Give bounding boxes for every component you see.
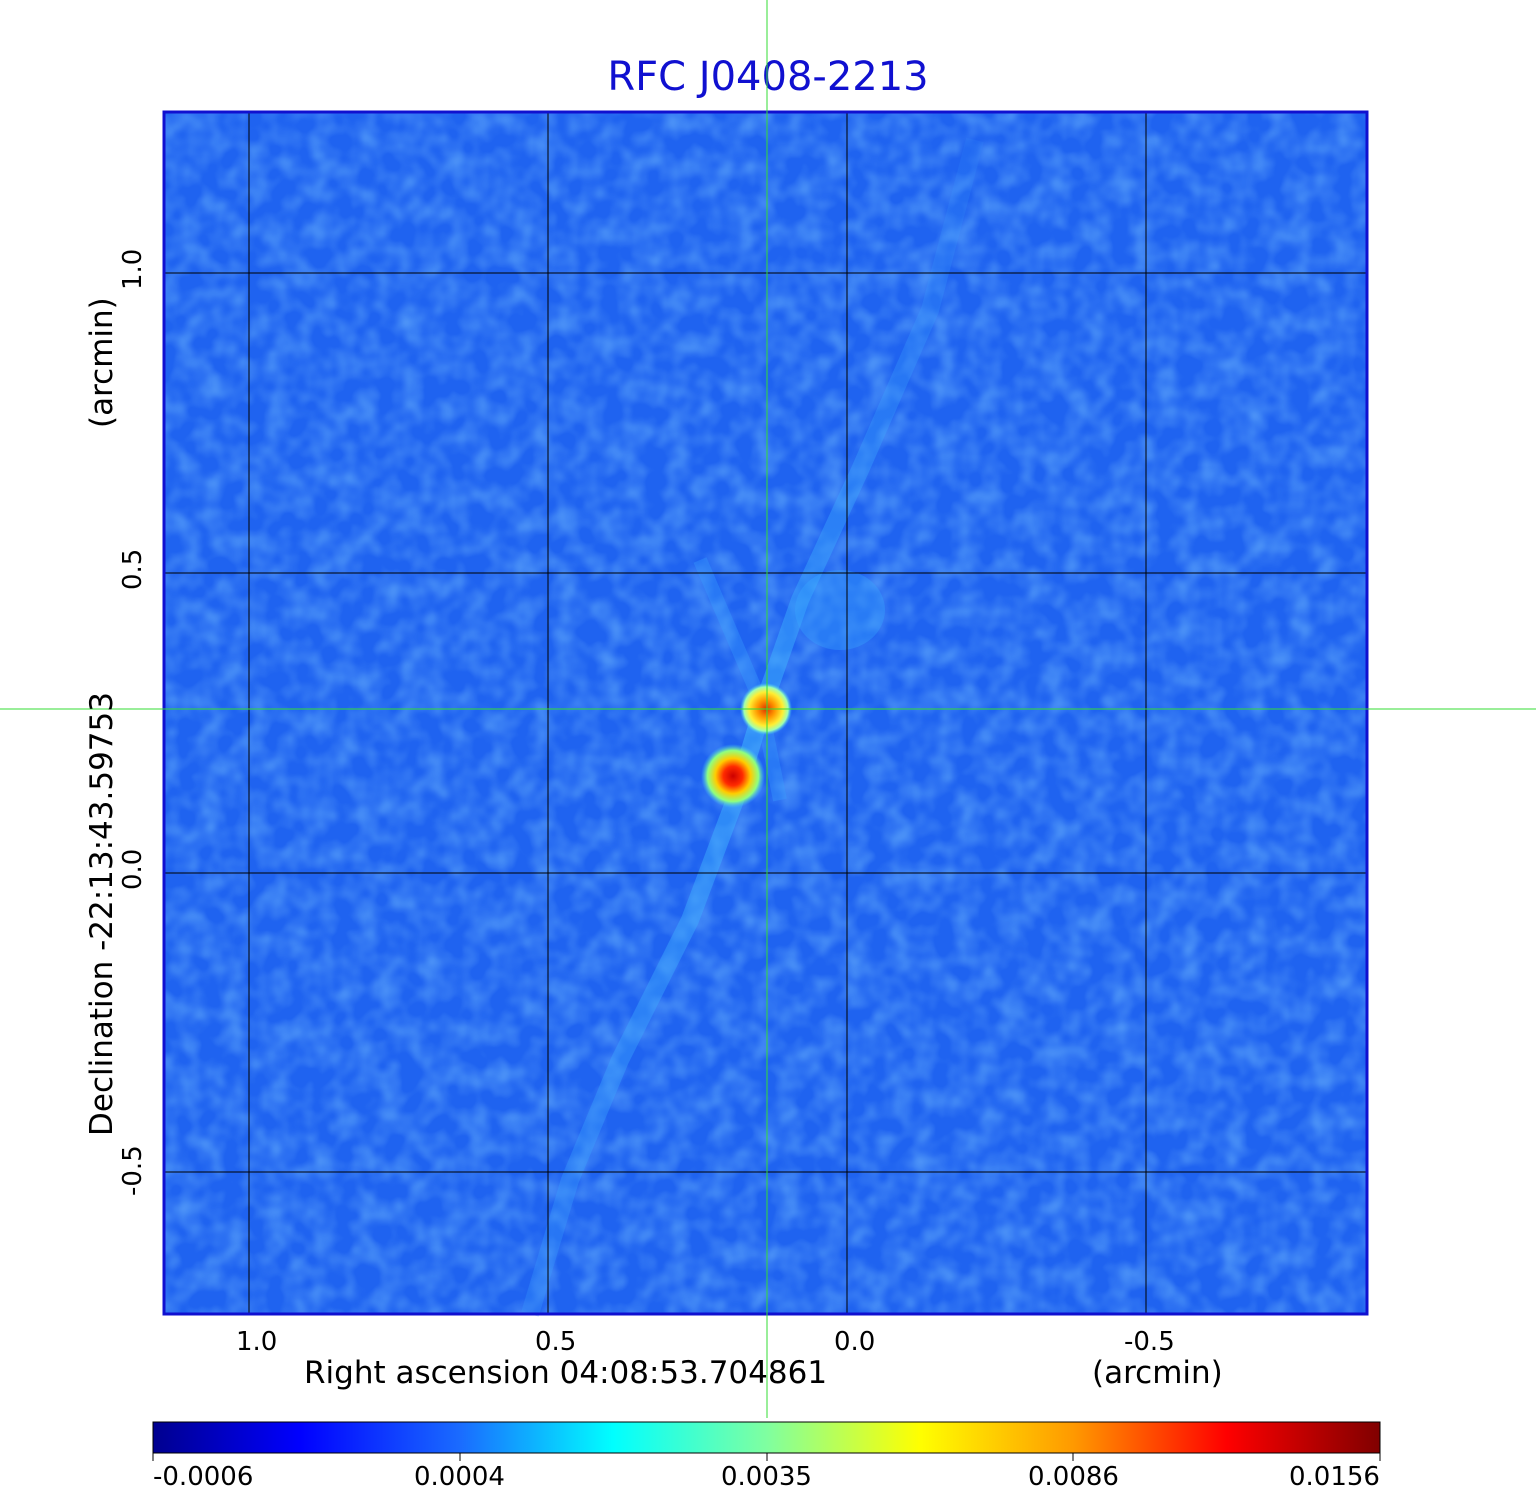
x-tick-label: -0.5 bbox=[1124, 1327, 1175, 1357]
x-tick-label: 0.5 bbox=[535, 1327, 577, 1357]
source-primary bbox=[701, 744, 765, 808]
x-tick-label: 1.0 bbox=[236, 1327, 278, 1357]
y-axis-unit: (arcmin) bbox=[84, 297, 120, 428]
y-axis-label: Declination -22:13:43.59753 bbox=[84, 692, 120, 1136]
x-axis-unit: (arcmin) bbox=[1092, 1355, 1223, 1391]
colorbar-tick-label: 0.0086 bbox=[1028, 1462, 1119, 1492]
y-tick-label: 0.0 bbox=[118, 848, 148, 890]
colorbar bbox=[152, 1421, 1381, 1454]
x-tick-label: 0.0 bbox=[834, 1327, 876, 1357]
crosshair bbox=[0, 0, 1536, 1418]
y-tick-label: 1.0 bbox=[118, 248, 148, 290]
colorbar-tick-label: 0.0035 bbox=[721, 1462, 812, 1492]
colorbar-tick-label: 0.0156 bbox=[1289, 1462, 1380, 1492]
y-tick-label: -0.5 bbox=[118, 1145, 148, 1196]
colorbar-tick-label: -0.0006 bbox=[153, 1462, 254, 1492]
image-title: RFC J0408-2213 bbox=[607, 54, 929, 100]
map-frame bbox=[162, 110, 1369, 1316]
y-tick-label: 0.5 bbox=[118, 548, 148, 590]
colorbar-tick-label: 0.0004 bbox=[414, 1462, 505, 1492]
x-axis-label: Right ascension 04:08:53.704861 bbox=[304, 1355, 828, 1391]
coordinate-grid bbox=[164, 112, 1367, 1314]
